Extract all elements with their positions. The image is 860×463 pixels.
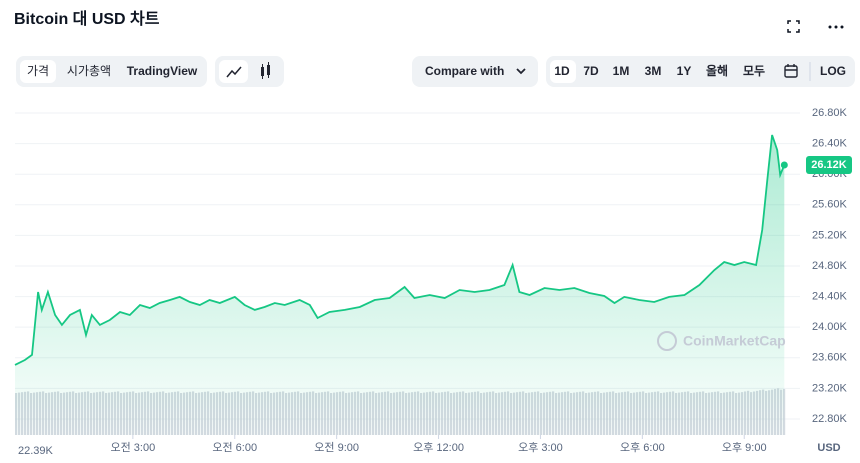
price-tag bbox=[806, 156, 852, 175]
calendar-icon[interactable] bbox=[784, 64, 798, 78]
line-icon bbox=[226, 66, 242, 78]
range-button[interactable]: 7D bbox=[583, 64, 599, 78]
currency-label: USD bbox=[817, 442, 840, 454]
tab[interactable]: 시가총액 bbox=[67, 64, 111, 78]
range-button[interactable]: 3M bbox=[645, 64, 662, 78]
price-tag-label: 26.12K bbox=[811, 159, 847, 171]
watermark-logo bbox=[657, 331, 677, 351]
x-tick-label: 오전 3:00 bbox=[111, 441, 156, 454]
tab-group bbox=[16, 56, 207, 87]
y-tick-label: 24.40K bbox=[812, 290, 848, 302]
tab[interactable]: 가격 bbox=[27, 64, 49, 78]
title: Bitcoin 대 USD 차트 bbox=[14, 10, 160, 28]
candle-icon[interactable] bbox=[261, 62, 270, 79]
range-group bbox=[546, 56, 855, 87]
x-tick-label: 오전 9:00 bbox=[314, 441, 359, 454]
range-button[interactable]: 1Y bbox=[677, 64, 692, 78]
range-button[interactable]: 모두 bbox=[743, 64, 765, 78]
more-icon[interactable] bbox=[828, 25, 844, 29]
price-line bbox=[14, 134, 786, 366]
y-tick-label: 24.00K bbox=[812, 321, 848, 333]
watermark: CoinMarketCap bbox=[683, 333, 786, 349]
y-tick-label: 24.80K bbox=[812, 260, 848, 272]
y-tick-label: 22.80K bbox=[812, 413, 848, 425]
range-button[interactable]: 올해 bbox=[706, 64, 728, 78]
range-button[interactable]: 1M bbox=[613, 64, 630, 78]
x-tick-label: 오후 6:00 bbox=[620, 441, 665, 454]
x-tick-label: 오후 12:00 bbox=[413, 441, 464, 454]
y-tick-label: 25.60K bbox=[812, 199, 848, 211]
range-button[interactable]: 1D bbox=[554, 64, 570, 78]
x-tick-label: 오후 9:00 bbox=[722, 441, 767, 454]
last-point bbox=[780, 161, 788, 169]
compare-box[interactable] bbox=[412, 56, 538, 87]
y-tick-label: 26.80K bbox=[812, 107, 848, 119]
y-tick-label: 25.20K bbox=[812, 229, 848, 241]
x-tick-label: 오전 6:00 bbox=[212, 441, 257, 454]
x-tick-label: 오후 3:00 bbox=[518, 441, 563, 454]
tab-active bbox=[20, 60, 56, 83]
tab[interactable]: TradingView bbox=[127, 64, 198, 78]
y-tick-label: 23.60K bbox=[812, 352, 848, 364]
log-button[interactable]: LOG bbox=[820, 64, 846, 78]
chevron bbox=[516, 68, 526, 75]
y-tick-label: 26.40K bbox=[812, 138, 848, 150]
range-active bbox=[550, 60, 576, 83]
area bbox=[15, 135, 785, 435]
y-tick-label: 23.20K bbox=[812, 382, 848, 394]
compare[interactable]: Compare with bbox=[425, 64, 504, 78]
volume-label: 22.39K bbox=[18, 445, 54, 457]
fullscreen-icon[interactable] bbox=[787, 20, 800, 33]
